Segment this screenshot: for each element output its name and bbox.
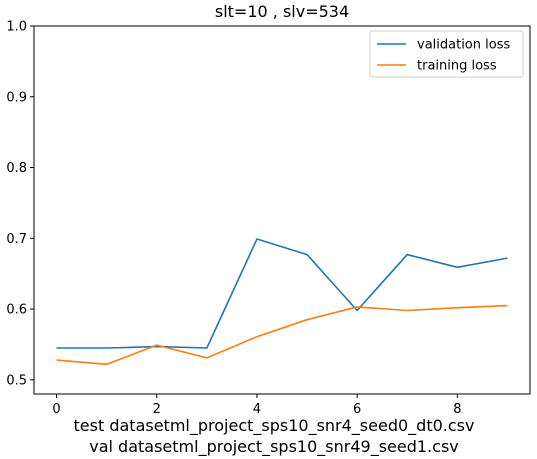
y-tick-label: 0.5: [6, 373, 27, 388]
legend-label-validation: validation loss: [417, 38, 510, 53]
plot-frame: [33, 25, 531, 395]
series-line-1: [56, 304, 508, 366]
x-tick-label: 2: [153, 402, 161, 417]
x-tick-label: 8: [453, 402, 461, 417]
y-tick-label: 1.0: [6, 20, 27, 35]
chart-title: slt=10 , slv=534: [215, 2, 349, 21]
caption-test-dataset: test datasetml_project_sps10_snr4_seed0_…: [74, 416, 475, 436]
legend-box: [369, 30, 524, 78]
x-tick-label: 6: [353, 402, 361, 417]
y-tick-label: 0.7: [6, 232, 27, 247]
legend-label-training: training loss: [417, 59, 497, 74]
x-tick-label: 0: [52, 402, 60, 417]
y-tick-label: 0.8: [6, 161, 27, 176]
y-axis: 0.5 0.6 0.7 0.8 0.9 1.0: [6, 20, 34, 388]
x-axis: 0 2 4 6 8: [52, 394, 461, 417]
plot-lines: [56, 238, 508, 366]
x-tick-label: 4: [253, 402, 261, 417]
y-tick-label: 0.9: [6, 90, 27, 105]
legend: validation loss training loss: [369, 30, 524, 78]
y-tick-label: 0.6: [6, 303, 27, 318]
caption-val-dataset: val datasetml_project_sps10_snr49_seed1.…: [89, 437, 459, 457]
series-line-0: [56, 238, 508, 349]
